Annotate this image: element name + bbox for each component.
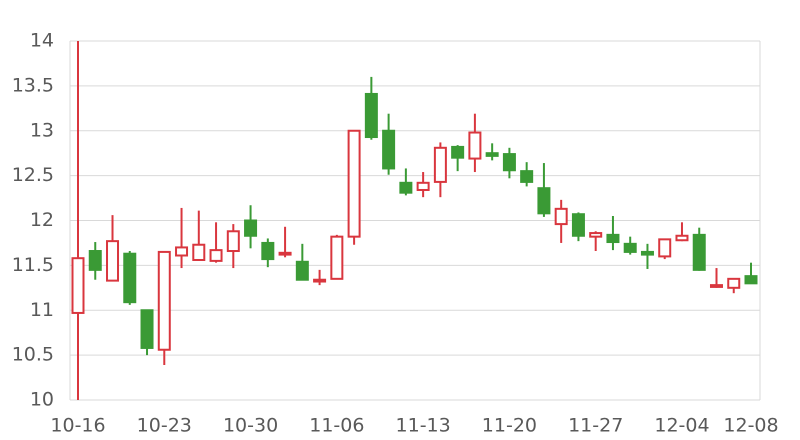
x-tick-label: 10-16: [50, 415, 105, 437]
candle-body: [537, 187, 551, 215]
candle-body: [244, 219, 258, 237]
candle-body: [175, 246, 189, 257]
candle-body: [106, 240, 120, 282]
candle-body: [209, 249, 223, 262]
x-tick-label: 10-23: [137, 415, 192, 437]
candle-body: [658, 238, 672, 258]
candle-body: [71, 257, 85, 314]
candle-body: [399, 181, 413, 194]
candle-body: [364, 92, 378, 139]
candle-body: [382, 129, 396, 170]
candle-body: [675, 234, 689, 242]
candle-body: [157, 250, 171, 351]
x-tick-label: 10-30: [223, 415, 278, 437]
candle-body: [226, 230, 240, 253]
candle-body: [295, 260, 309, 281]
candle-body: [192, 243, 206, 261]
candle-body: [727, 277, 741, 289]
candle-body: [744, 275, 758, 285]
y-tick-label: 11.5: [12, 254, 54, 276]
x-tick-label: 12-04: [654, 415, 709, 437]
candle-body: [140, 309, 154, 349]
candle-body: [520, 170, 534, 183]
candle-body: [347, 129, 361, 238]
candle-body: [278, 251, 292, 256]
candle-body: [261, 241, 275, 261]
x-tick-label: 12-08: [723, 415, 778, 437]
candle-body: [571, 213, 585, 237]
x-tick-label: 11-27: [568, 415, 623, 437]
x-tick-label: 11-06: [309, 415, 364, 437]
candle-body: [485, 152, 499, 157]
y-tick-label: 12: [30, 209, 54, 231]
candle-body: [709, 284, 723, 288]
y-tick-label: 10: [30, 389, 54, 411]
candle-body: [589, 232, 603, 238]
y-tick-label: 12.5: [12, 164, 54, 186]
candle-body: [468, 131, 482, 160]
candle-body: [502, 153, 516, 172]
candle-body: [640, 250, 654, 256]
y-tick-label: 11: [30, 299, 54, 321]
candle-body: [433, 146, 447, 183]
candle-body: [416, 181, 430, 191]
x-tick-label: 11-20: [482, 415, 537, 437]
candle-body: [330, 235, 344, 280]
candle-body: [451, 145, 465, 159]
x-tick-label: 11-13: [396, 415, 451, 437]
y-tick-label: 10.5: [12, 344, 54, 366]
candle-body: [88, 250, 102, 271]
candle-body: [606, 233, 620, 244]
candle-body: [313, 278, 327, 283]
y-tick-label: 13.5: [12, 74, 54, 96]
candle-body: [692, 233, 706, 271]
candle-body: [123, 252, 137, 304]
y-tick-label: 14: [30, 30, 54, 52]
candle-body: [554, 207, 568, 226]
candle-body: [623, 242, 637, 253]
y-tick-label: 13: [30, 119, 54, 141]
